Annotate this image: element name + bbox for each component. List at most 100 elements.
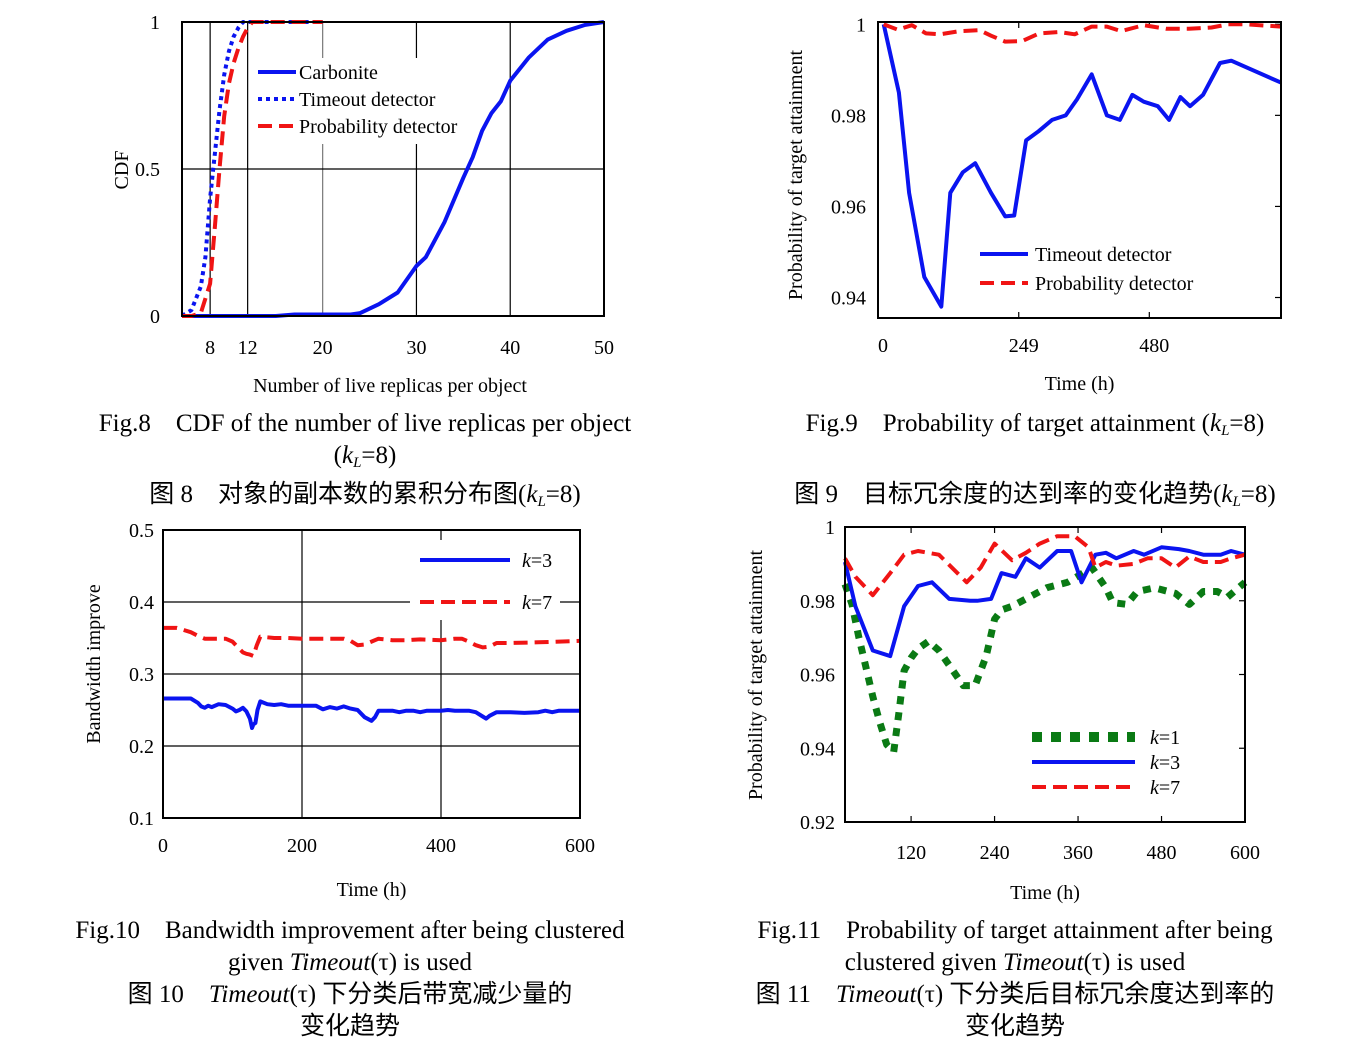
- caption-fig9: Fig.9 Probability of target attainment (…: [740, 408, 1330, 518]
- x-tick-label: 120: [896, 842, 926, 864]
- x-tick-label: 600: [565, 835, 595, 857]
- x-tick-label: 0: [878, 335, 888, 357]
- caption-fig8: Fig.8 CDF of the number of live replicas…: [60, 408, 670, 518]
- y-tick-label: 0.94: [800, 738, 835, 760]
- legend-background: [410, 540, 560, 620]
- caption-fig9-en: Fig.9 Probability of target attainment (…: [740, 408, 1330, 447]
- x-axis-label: Time (h): [337, 879, 407, 901]
- caption-fig11-en-line1: Fig.11 Probability of target attainment …: [757, 917, 1273, 944]
- series-line-k-7: [163, 625, 581, 658]
- x-tick-label: 30: [406, 337, 426, 359]
- legend-label: Probability detector: [1035, 273, 1194, 295]
- y-tick-label: 0.4: [129, 592, 154, 614]
- plot-frame: [844, 526, 1246, 823]
- legend-label: k=3: [522, 550, 552, 572]
- x-tick-label: 240: [980, 842, 1010, 864]
- y-axis-label: Bandwidth improve: [83, 584, 105, 744]
- y-tick-label: 1: [150, 12, 160, 34]
- legend-label: Timeout detector: [1035, 244, 1172, 266]
- y-tick-label: 1: [856, 14, 866, 36]
- y-axis-label: Probability of target attainment: [745, 550, 767, 801]
- caption-fig9-en-k: k: [1209, 410, 1222, 437]
- caption-fig11-en-timeout: Timeout: [1003, 949, 1084, 976]
- x-tick-label: 200: [287, 835, 317, 857]
- x-tick-label: 40: [500, 337, 520, 359]
- x-tick-label: 249: [1009, 335, 1039, 357]
- caption-fig9-zh-text: 图 9 目标冗余度的达到率的变化趋势(: [794, 481, 1222, 508]
- y-tick-label: 0.96: [800, 665, 835, 687]
- caption-fig9-en-text: Fig.9 Probability of target attainment (: [805, 410, 1210, 437]
- legend-label: k=7: [1150, 777, 1180, 799]
- caption-fig10-en-used: (τ) is used: [370, 949, 473, 976]
- legend-label: Timeout detector: [299, 89, 436, 111]
- caption-fig8-en-paren-open: (: [333, 442, 342, 469]
- caption-fig11-en-line2: clustered given Timeout(τ) is used: [710, 947, 1320, 979]
- caption-fig8-zh-value: =8): [545, 481, 581, 508]
- y-tick-label: 0.98: [800, 591, 835, 613]
- series-line-probability-detector: [182, 20, 323, 318]
- series-line-k-3: [163, 696, 580, 730]
- caption-fig10-zh-text: (τ) 下分类后带宽减少量的: [289, 981, 573, 1008]
- caption-fig10-zh-line1: 图 10 Timeout(τ) 下分类后带宽减少量的: [40, 979, 660, 1011]
- legend-label: Probability detector: [299, 116, 458, 138]
- caption-fig9-zh: 图 9 目标冗余度的达到率的变化趋势(kL=8): [740, 479, 1330, 518]
- caption-fig10-zh-timeout: Timeout: [208, 981, 290, 1008]
- x-tick-label: 8: [205, 337, 215, 359]
- series-line-k-3: [843, 545, 1246, 659]
- caption-fig9-zh-sub: L: [1232, 494, 1241, 510]
- legend-label: k=3: [1150, 752, 1180, 774]
- series-line-probability-detector: [882, 22, 1282, 44]
- plot-frame: [181, 21, 605, 317]
- plot-frame: [877, 21, 1282, 319]
- legend-label: Carbonite: [299, 62, 378, 84]
- y-tick-label: 1: [825, 517, 835, 539]
- x-tick-label: 600: [1230, 842, 1260, 864]
- caption-fig9-zh-k: k: [1221, 481, 1233, 508]
- series-line-k-1: [841, 564, 1248, 756]
- series-line-timeout-detector: [881, 23, 1282, 309]
- caption-fig10-en-line2: given Timeout(τ) is used: [40, 947, 660, 979]
- caption-fig11-zh-timeout: Timeout: [835, 981, 917, 1008]
- legend-label: k=1: [1150, 727, 1180, 749]
- caption-fig8-en-value: =8): [361, 442, 397, 469]
- x-axis-label: Time (h): [1010, 882, 1080, 904]
- caption-fig9-en-sub: L: [1221, 423, 1230, 439]
- caption-fig8-en-k: k: [341, 442, 354, 469]
- caption-fig8-en: Fig.8 CDF of the number of live replicas…: [60, 408, 670, 479]
- caption-fig10-zh-label: 图 10: [127, 981, 209, 1008]
- caption-fig10-en-given: given: [227, 949, 290, 976]
- caption-fig10-en-line1: Fig.10 Bandwidth improvement after being…: [75, 917, 625, 944]
- caption-fig9-zh-value: =8): [1240, 481, 1276, 508]
- x-tick-label: 0: [158, 835, 168, 857]
- x-tick-label: 20: [313, 337, 333, 359]
- caption-fig8-zh-text: 图 8 对象的副本数的累积分布图(: [149, 481, 527, 508]
- y-tick-label: 0.2: [129, 736, 154, 758]
- y-tick-label: 0.5: [135, 159, 160, 181]
- y-tick-label: 0: [150, 306, 160, 328]
- y-axis-label: Probability of target attainment: [785, 50, 807, 301]
- series-line-carbonite: [182, 20, 605, 318]
- y-tick-label: 0.94: [831, 288, 866, 310]
- caption-fig10-zh-line2: 变化趋势: [299, 1013, 400, 1040]
- y-tick-label: 0.96: [831, 196, 866, 218]
- caption-fig11-en-given: clustered given: [844, 949, 1003, 976]
- x-tick-label: 50: [594, 337, 614, 359]
- caption-fig11-en-used: (τ) is used: [1083, 949, 1186, 976]
- x-tick-label: 480: [1147, 842, 1177, 864]
- y-tick-label: 0.5: [129, 520, 154, 542]
- plot-frame: [162, 529, 581, 819]
- caption-fig11: Fig.11 Probability of target attainment …: [710, 915, 1320, 1043]
- y-axis-label: CDF: [111, 151, 133, 190]
- series-line-k-7: [843, 534, 1246, 598]
- x-tick-label: 12: [238, 337, 258, 359]
- caption-fig8-zh-sub: L: [537, 494, 546, 510]
- x-tick-label: 400: [426, 835, 456, 857]
- caption-fig11-zh-text: (τ) 下分类后目标冗余度达到率的: [916, 981, 1275, 1008]
- caption-fig8-zh: 图 8 对象的副本数的累积分布图(kL=8): [60, 479, 670, 518]
- y-tick-label: 0.3: [129, 664, 154, 686]
- caption-fig8-en-line1: Fig.8 CDF of the number of live replicas…: [98, 410, 632, 437]
